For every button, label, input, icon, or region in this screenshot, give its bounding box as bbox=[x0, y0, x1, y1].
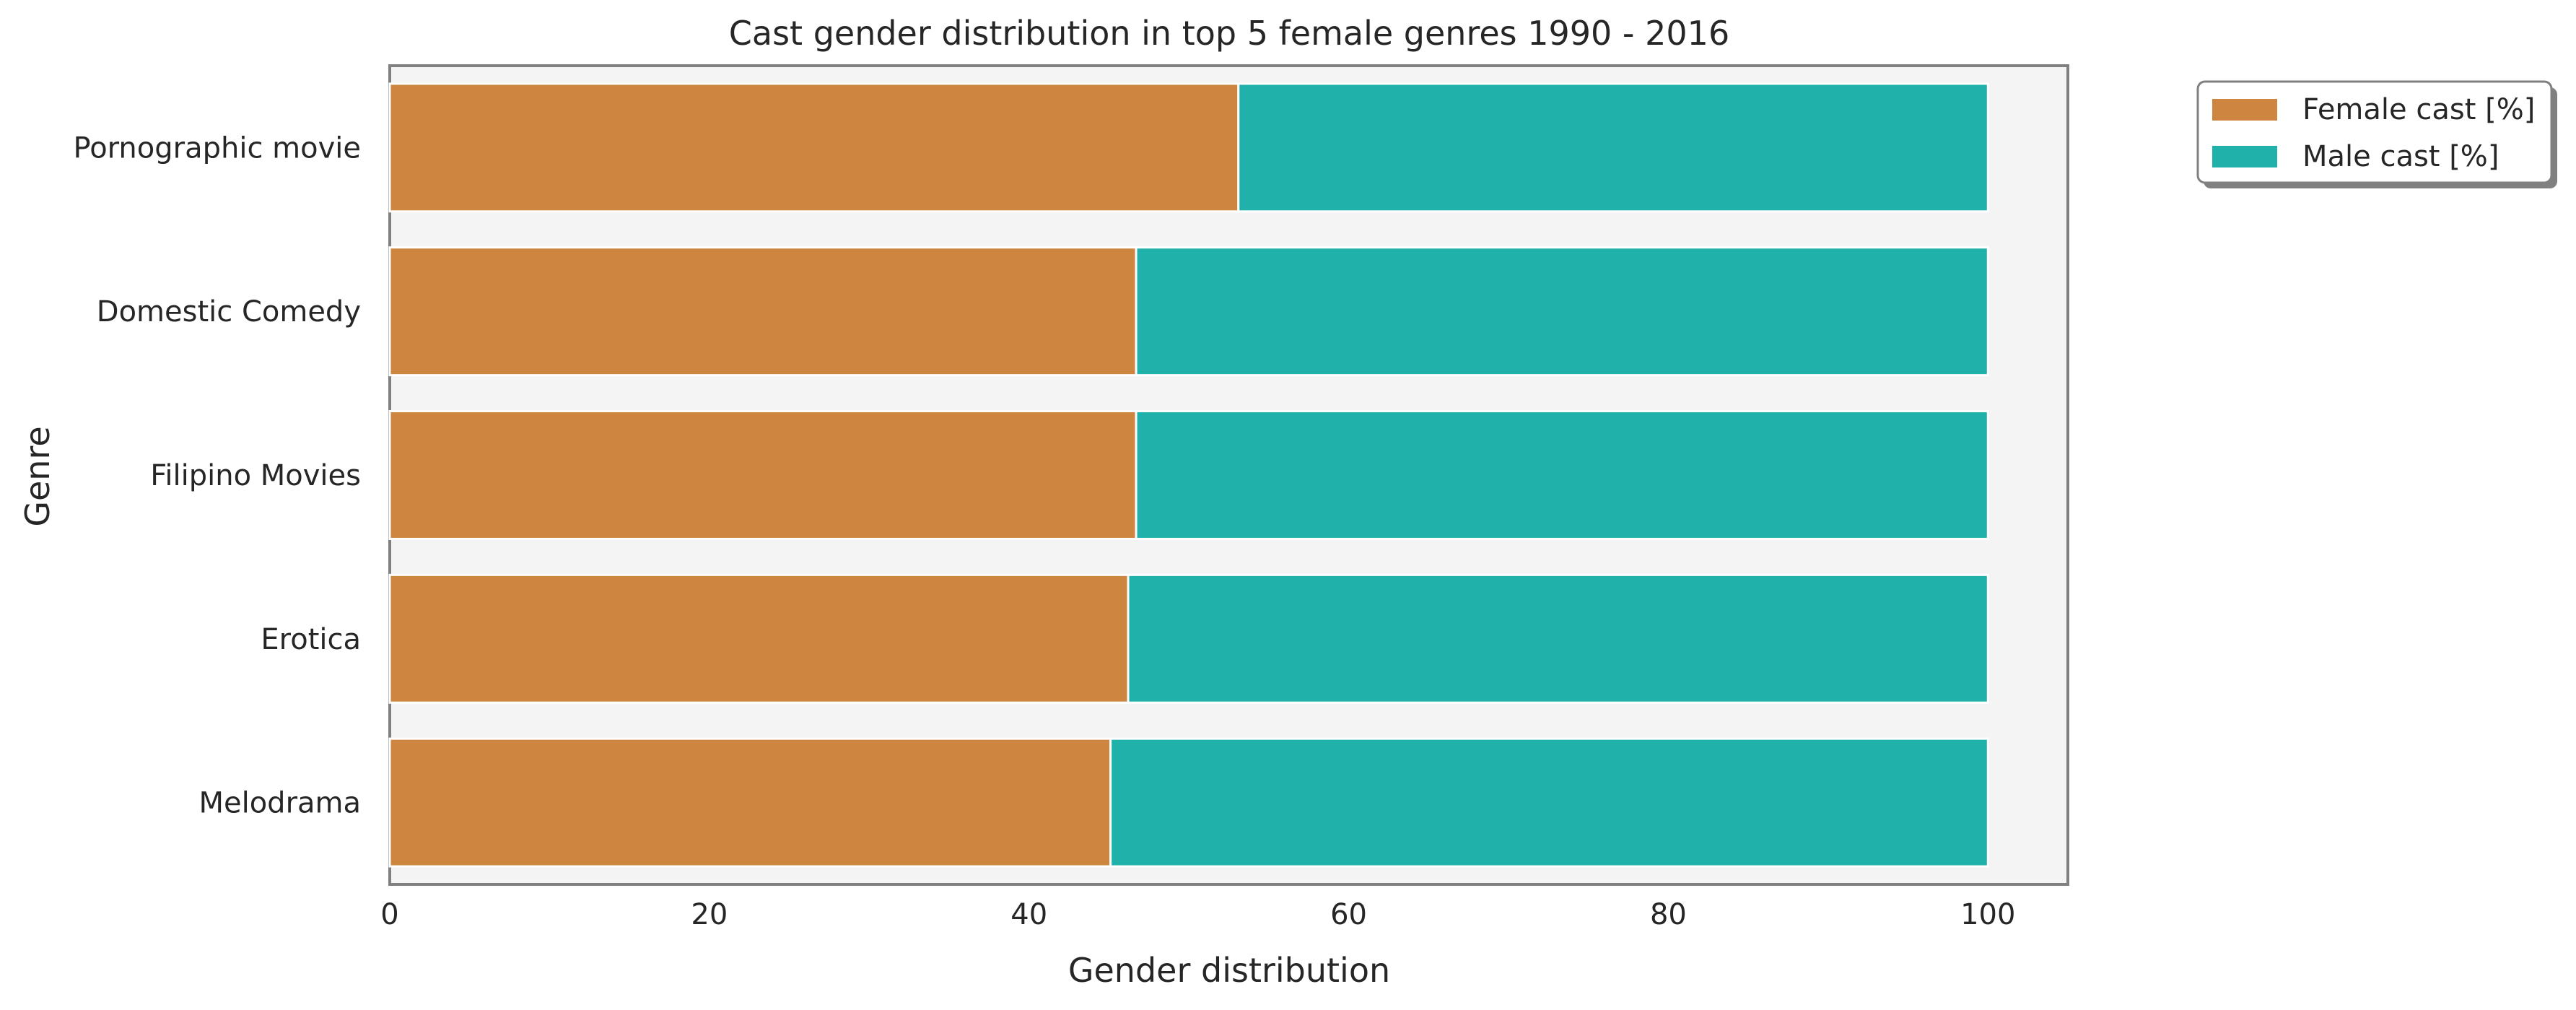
x-tick-labels: 0 20 40 60 80 100 bbox=[380, 898, 2015, 931]
x-tick-label: 20 bbox=[691, 898, 728, 931]
legend-swatch-male bbox=[2212, 146, 2277, 167]
bar-male-filipino-movies bbox=[1135, 410, 1989, 540]
bars-group bbox=[388, 82, 1989, 868]
y-axis-label: Genre bbox=[18, 426, 57, 526]
legend: Female cast [%] Male cast [%] bbox=[2196, 80, 2557, 188]
x-tick-label: 0 bbox=[380, 898, 398, 931]
y-tick-label: Erotica bbox=[261, 623, 361, 656]
legend-label-female: Female cast [%] bbox=[2302, 93, 2535, 126]
legend-label-male: Male cast [%] bbox=[2302, 140, 2499, 173]
y-tick-labels: Pornographic movie Domestic Comedy Filipin… bbox=[74, 131, 361, 819]
y-tick-label: Domestic Comedy bbox=[97, 295, 361, 328]
y-tick-label: Pornographic movie bbox=[74, 131, 361, 165]
bar-female-pornographic-movie bbox=[388, 82, 1240, 213]
x-tick-label: 80 bbox=[1650, 898, 1687, 931]
legend-box bbox=[2196, 80, 2553, 184]
bar-male-pornographic-movie bbox=[1237, 82, 1989, 213]
bar-male-erotica bbox=[1127, 573, 1989, 704]
legend-swatch-female bbox=[2212, 99, 2277, 121]
x-tick-label: 40 bbox=[1010, 898, 1047, 931]
x-tick-label: 100 bbox=[1960, 898, 2015, 931]
x-tick-label: 60 bbox=[1330, 898, 1367, 931]
x-axis-label: Gender distribution bbox=[1068, 951, 1390, 990]
bar-female-melodrama bbox=[388, 737, 1112, 868]
bar-male-domestic-comedy bbox=[1135, 246, 1989, 377]
bar-male-melodrama bbox=[1109, 737, 1989, 868]
bar-female-filipino-movies bbox=[388, 410, 1138, 540]
y-tick-label: Filipino Movies bbox=[150, 459, 361, 492]
chart-title: Cast gender distribution in top 5 female… bbox=[729, 14, 1729, 53]
bar-female-erotica bbox=[388, 573, 1130, 704]
bar-female-domestic-comedy bbox=[388, 246, 1138, 377]
y-tick-label: Melodrama bbox=[198, 787, 361, 820]
